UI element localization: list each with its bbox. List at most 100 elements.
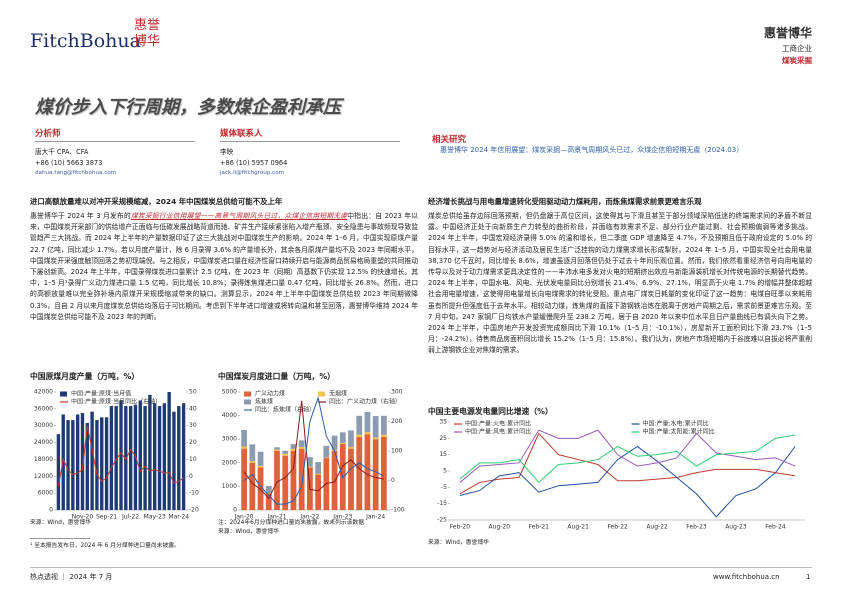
- y-tick-label: 1000: [222, 483, 237, 490]
- y-tick-label: 0: [49, 507, 53, 514]
- bar: [148, 394, 152, 510]
- bar: [249, 462, 256, 510]
- bar: [323, 445, 330, 458]
- bar: [167, 392, 171, 510]
- y-tick-label: 5: [443, 468, 447, 475]
- x-tick-label: May-23: [144, 514, 166, 521]
- bar: [177, 406, 181, 510]
- chart-title: 中国主要电源发电量同比增速（%）: [428, 407, 553, 416]
- line: [459, 445, 796, 518]
- line: [459, 429, 796, 483]
- bar: [282, 455, 289, 510]
- legend-label: 中国:产量:风电:累计同比: [465, 428, 531, 436]
- bar: [128, 406, 133, 510]
- bar: [80, 413, 85, 510]
- bar: [274, 449, 280, 451]
- company: 惠誉博华: [763, 26, 812, 40]
- line: [459, 434, 796, 484]
- legend-label: 广义动力煤: [255, 390, 285, 398]
- y-tick-label: 4000: [222, 412, 237, 419]
- bar: [381, 434, 387, 437]
- x-tick-label: Feb-22: [607, 524, 628, 531]
- bar: [138, 400, 142, 510]
- bar: [124, 406, 128, 510]
- bar: [66, 420, 70, 510]
- paragraph: 煤炭总供给虽存边际回落预期，但仍盘踞于高位区间，这使得其与下滑且甚至于部分领域深…: [428, 212, 812, 355]
- bar: [172, 411, 176, 510]
- legend-swatch: [60, 391, 67, 397]
- y-tick-label: 36000: [34, 405, 53, 412]
- y-tick-label: 2000: [222, 459, 237, 466]
- bar: [100, 417, 104, 510]
- y2-tick-label: 200: [391, 418, 403, 425]
- x-tick-label: Mar-24: [168, 514, 189, 521]
- bar: [257, 451, 264, 466]
- bar: [348, 448, 354, 510]
- bar: [348, 446, 354, 449]
- bar: [298, 448, 305, 510]
- line: [459, 432, 796, 495]
- legend-label: 同比：广义动力煤（右轴）: [329, 398, 401, 406]
- related-link[interactable]: 惠誉博华 2024 年信用展望：煤炭采掘—高景气周期风头已过，众煤企信用短期无虞…: [440, 146, 744, 154]
- bar: [265, 493, 272, 510]
- bar: [274, 447, 280, 450]
- bar: [265, 485, 272, 494]
- related-label: 相关研究: [432, 135, 467, 145]
- y-tick-label: -25: [437, 517, 447, 524]
- bar: [364, 432, 371, 435]
- footer-left: 热点透视 ｜ 2024 年 7 月: [30, 573, 113, 581]
- footer-rule: [30, 567, 812, 568]
- bar: [307, 466, 313, 468]
- y-tick-label: 42000: [34, 389, 53, 396]
- y2-tick-label: 0: [189, 473, 193, 480]
- x-tick-label: Feb-20: [450, 524, 471, 531]
- bar: [372, 416, 379, 438]
- analyst-label: 分析师: [35, 127, 195, 142]
- bar: [315, 462, 321, 474]
- y2-tick-label: 50: [189, 389, 197, 396]
- y2-tick-label: -20: [189, 507, 199, 514]
- report-title: 煤价步入下行周期，多数煤企盈利承压: [35, 97, 341, 118]
- bar: [372, 437, 379, 440]
- bar: [282, 453, 289, 456]
- analyst-phone: +86 (10) 5663 3873: [35, 159, 103, 167]
- bar: [119, 400, 123, 510]
- y-tick-label: -15: [437, 500, 447, 507]
- y2-tick-label: 0: [391, 477, 395, 484]
- y-tick-label: 18000: [34, 456, 53, 463]
- line: [243, 396, 385, 505]
- y-tick-label: 35: [439, 419, 447, 426]
- media-phone: +86 (10) 5957 0964: [220, 159, 288, 167]
- bar: [241, 446, 247, 449]
- x-tick-label: Jan-20: [234, 514, 254, 521]
- bar: [331, 451, 338, 510]
- bar: [85, 422, 89, 510]
- legend-label: 炼焦煤: [255, 398, 273, 406]
- chart-note: 注：2024年6月分煤种进口量尚未披露，故未列示该数据: [218, 520, 364, 526]
- bar: [104, 417, 109, 510]
- legend-label: 同比：炼焦煤（右轴）: [255, 406, 315, 414]
- bar: [282, 450, 289, 454]
- x-tick-label: Feb-21: [529, 524, 550, 531]
- y-tick-label: 3000: [222, 436, 237, 443]
- y2-tick-label: -100: [391, 507, 405, 514]
- chart-source: 来源：Wind，惠誉博华: [30, 520, 91, 526]
- x-tick-label: Nov-20: [72, 514, 94, 521]
- bar: [315, 473, 321, 475]
- y-tick-label: 24000: [34, 439, 53, 446]
- bar: [298, 446, 305, 449]
- link[interactable]: 煤炭采掘行业信用展望——高景气周期风头已过，众煤企信用短期无虞: [130, 212, 348, 220]
- bar: [364, 434, 371, 510]
- bar: [75, 414, 80, 510]
- x-tick-label: Jan-22: [299, 514, 319, 521]
- bar: [290, 444, 297, 449]
- bar: [356, 434, 363, 437]
- bar: [249, 460, 256, 463]
- bar: [157, 406, 162, 510]
- line: [57, 425, 184, 487]
- bar: [181, 403, 186, 510]
- bar: [331, 435, 338, 450]
- y-tick-label: 0: [233, 507, 237, 514]
- x-tick-label: Feb-23: [686, 524, 707, 531]
- y2-tick-label: -10: [189, 490, 199, 497]
